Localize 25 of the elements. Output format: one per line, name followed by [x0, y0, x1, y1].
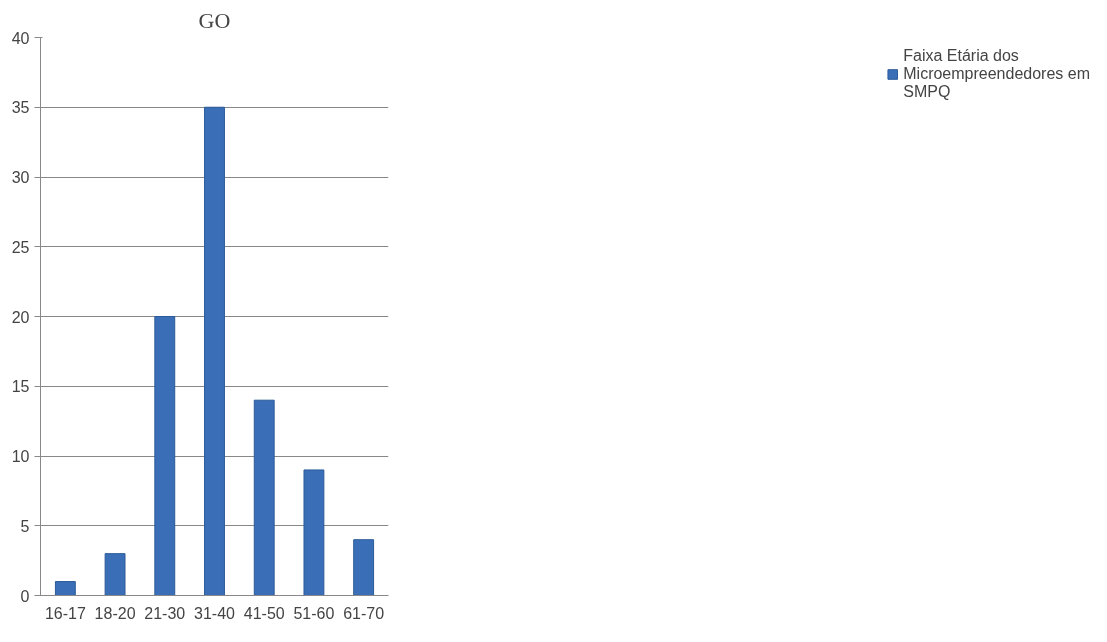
y-tick-label: 10: [11, 448, 30, 465]
y-tick-label: 15: [11, 378, 30, 396]
x-tick-label: 16-17: [44, 604, 86, 622]
x-tick-label: 61-70: [343, 604, 385, 622]
x-tick-label: 51-60: [293, 604, 335, 622]
bar: [303, 469, 325, 596]
x-tick-label: 31-40: [194, 604, 236, 622]
bar: [104, 553, 126, 596]
y-tick-label: 40: [11, 29, 30, 47]
x-tick-label: 21-30: [144, 604, 186, 622]
bar: [253, 399, 275, 596]
legend-label: Faixa Etária dos Microempreendedores em SMPQ: [903, 47, 1090, 101]
x-tick-label: 18-20: [94, 604, 136, 622]
y-tick-label: 5: [20, 517, 30, 535]
bar: [353, 539, 375, 596]
y-tick-label: 30: [11, 169, 30, 186]
y-tick-label: 35: [11, 99, 30, 117]
bar: [204, 106, 225, 596]
y-tick-label: 0: [20, 587, 30, 605]
y-tick-label: 25: [11, 238, 30, 256]
chart-title: GO: [198, 7, 231, 33]
bar: [54, 581, 76, 596]
y-tick-label: 20: [11, 308, 30, 326]
bar: [154, 316, 176, 596]
x-tick-label: 41-50: [243, 604, 285, 622]
